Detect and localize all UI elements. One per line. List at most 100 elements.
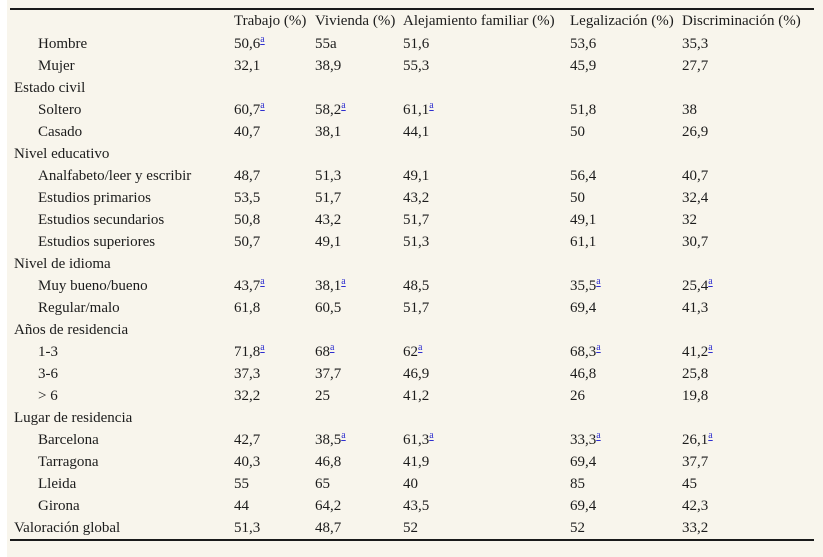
table-row: Lleida 55 65 40 85 45	[10, 473, 814, 495]
table-cell: 33,3a	[570, 429, 682, 451]
document-page: Trabajo (%) Vivienda (%) Alejamiento famil…	[7, 0, 823, 557]
table-cell: 50,7	[234, 233, 261, 250]
table-cell: 46,8	[315, 453, 342, 470]
table-cell	[403, 319, 570, 341]
footnote-superscript: a	[260, 33, 264, 45]
footnote-link-a[interactable]: a	[341, 429, 346, 441]
table-row: Estudios superiores 50,7 49,1 51,3 61,1 30,7	[10, 231, 814, 253]
footnote-link-a[interactable]: a	[708, 429, 713, 441]
table-cell	[682, 253, 814, 275]
table-row: Mujer 32,1 38,9 55,3 45,9 27,7	[10, 55, 814, 77]
table-cell: 37,7	[682, 453, 709, 470]
footnote-superscript: a	[429, 429, 433, 441]
row-label: Regular/malo	[38, 299, 120, 316]
footnote-link-a[interactable]: a	[260, 275, 265, 287]
column-header: Vivienda (%)	[315, 13, 396, 29]
table-cell: 40,7	[682, 167, 709, 184]
table-cell: 49,1	[570, 211, 597, 228]
table-cell: 46,9	[403, 365, 430, 382]
row-label: Analfabeto/leer y escribir	[38, 167, 192, 184]
table-body: Hombre 50,6a 55a 51,6 53,6 35,3 Mujer 32,1 38,9 5…	[10, 33, 814, 540]
table-cell: 64,2	[315, 497, 342, 514]
footnote-link-a[interactable]: a	[708, 275, 713, 287]
footnote-link-a[interactable]: a	[341, 99, 346, 111]
table-cell: 32	[682, 211, 697, 228]
row-label: Estudios superiores	[38, 233, 156, 250]
table-cell: 60,5	[315, 299, 342, 316]
table-cell	[234, 143, 315, 165]
table-cell: 61,3a	[403, 429, 570, 451]
footnote-link-a[interactable]: a	[341, 275, 346, 287]
table-cell	[315, 319, 403, 341]
footnote-superscript: a	[330, 341, 334, 353]
table-cell: 52	[570, 519, 585, 536]
table-cell: 51,8	[570, 101, 597, 118]
table-cell: 32,4	[682, 189, 709, 206]
category-label: Nivel de idioma	[14, 255, 111, 272]
table-cell: 45	[682, 475, 697, 492]
table-row: Estudios primarios 53,5 51,7 43,2 50 32,4	[10, 187, 814, 209]
footnote-superscript: a	[596, 341, 600, 353]
row-label: Mujer	[38, 57, 75, 74]
table-cell: 85	[570, 475, 585, 492]
table-row-category: Lugar de residencia	[10, 407, 814, 429]
column-header: Legalización (%)	[570, 13, 674, 29]
table-cell: 26,9	[682, 123, 709, 140]
table-cell: 41,2a	[682, 341, 814, 363]
table-cell: 68,3a	[570, 341, 682, 363]
table-cell: 51,7	[315, 189, 342, 206]
table-cell	[570, 143, 682, 165]
footnote-link-a[interactable]: a	[596, 429, 601, 441]
table-cell	[315, 407, 403, 429]
table-cell: 60,7a	[234, 99, 315, 121]
table-cell	[570, 319, 682, 341]
table-cell	[315, 143, 403, 165]
footnote-link-a[interactable]: a	[260, 99, 265, 111]
table-row: Hombre 50,6a 55a 51,6 53,6 35,3	[10, 33, 814, 55]
footnote-superscript: a	[341, 99, 345, 111]
table-row: Analfabeto/leer y escribir 48,7 51,3 49,1 56…	[10, 165, 814, 187]
table-row: Estudios secundarios 50,8 43,2 51,7 49,1 32	[10, 209, 814, 231]
category-label: Valoración global	[14, 519, 121, 536]
table-cell: 42,7	[234, 431, 261, 448]
footnote-link-a[interactable]: a	[596, 341, 601, 353]
footnote-link-a[interactable]: a	[260, 33, 265, 45]
footnote-link-a[interactable]: a	[429, 429, 434, 441]
footnote-link-a[interactable]: a	[708, 341, 713, 353]
table-cell: 49,1	[315, 233, 342, 250]
table-cell: 61,1	[570, 233, 597, 250]
table-cell: 51,3	[234, 519, 261, 536]
row-label: Girona	[38, 497, 80, 514]
table-cell	[234, 253, 315, 275]
table-cell: 65	[315, 475, 330, 492]
footnote-superscript: a	[341, 275, 345, 287]
table-cell: 43,2	[403, 189, 430, 206]
results-table: Trabajo (%) Vivienda (%) Alejamiento famil…	[10, 8, 814, 541]
footnote-link-a[interactable]: a	[596, 275, 601, 287]
table-cell: 53,6	[570, 35, 597, 52]
row-label: Estudios primarios	[38, 189, 151, 206]
row-label: > 6	[38, 387, 58, 404]
footnote-superscript: a	[596, 429, 600, 441]
table-cell	[570, 407, 682, 429]
table-cell: 62a	[403, 341, 570, 363]
table-row: Casado 40,7 38,1 44,1 50 26,9	[10, 121, 814, 143]
table-cell	[403, 407, 570, 429]
table-cell	[403, 253, 570, 275]
table-row-category: Estado civil	[10, 77, 814, 99]
table-cell: 69,4	[570, 453, 597, 470]
footnote-link-a[interactable]: a	[429, 99, 434, 111]
footnote-superscript: a	[260, 341, 264, 353]
table-cell: 41,9	[403, 453, 430, 470]
footnote-superscript: a	[418, 341, 422, 353]
table-row: 3-6 37,3 37,7 46,9 46,8 25,8	[10, 363, 814, 385]
table-cell: 51,3	[403, 233, 430, 250]
footnote-link-a[interactable]: a	[418, 341, 423, 353]
table-cell: 49,1	[403, 167, 430, 184]
footnote-superscript: a	[341, 429, 345, 441]
footnote-link-a[interactable]: a	[330, 341, 335, 353]
footnote-link-a[interactable]: a	[260, 341, 265, 353]
table-cell: 56,4	[570, 167, 597, 184]
table-row: Girona 44 64,2 43,5 69,4 42,3	[10, 495, 814, 517]
table-row-category: Valoración global 51,3 48,7 52 52 33,2	[10, 517, 814, 540]
